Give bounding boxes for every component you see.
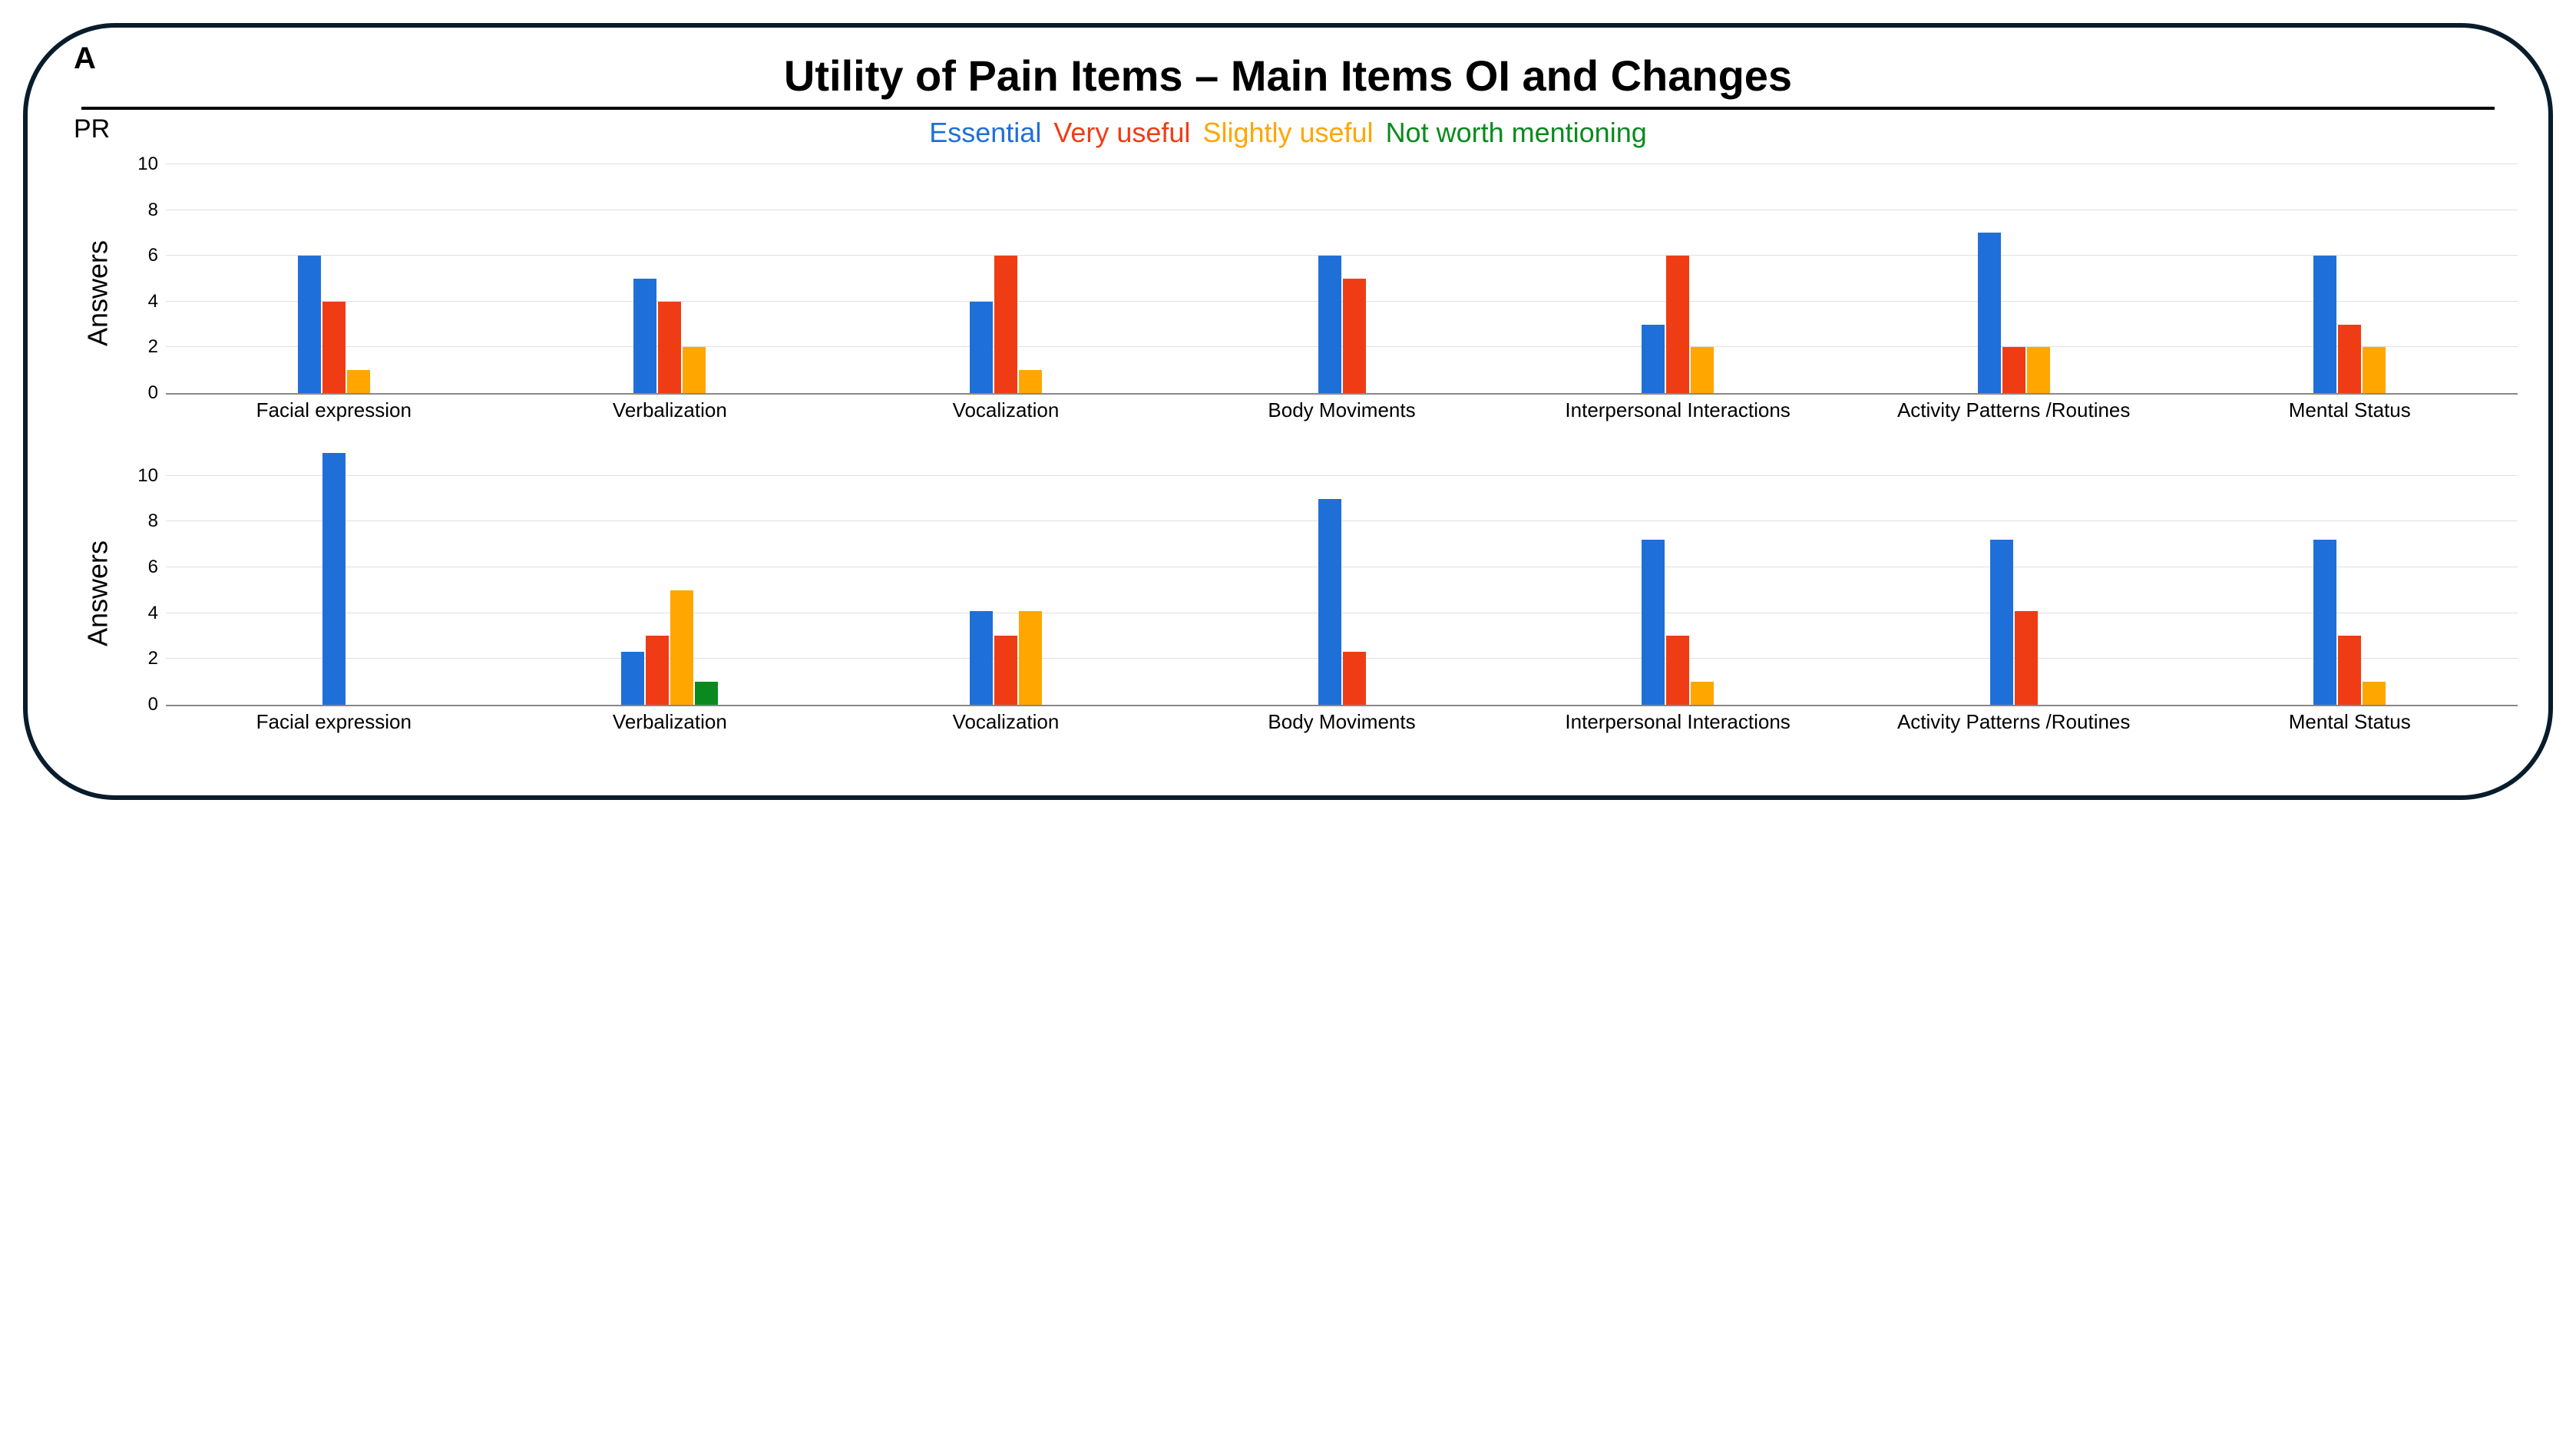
bar [1666,256,1689,393]
x-tick-label: Facial expression [166,399,502,422]
bar [1666,636,1689,704]
y-tick-label: 10 [127,465,158,487]
x-tick-label: Activity Patterns /Routines [1846,711,2182,734]
bar [2338,325,2361,393]
pr-label: PR [74,114,2518,144]
charts-container: Answers0246810Facial expressionVerbaliza… [58,164,2518,734]
y-tick-label: 6 [127,557,158,578]
x-labels: Facial expressionVerbalizationVocalizati… [166,399,2518,422]
x-tick-label: Body Moviments [1174,399,1510,422]
bar [970,302,993,393]
bar [2313,256,2336,393]
x-tick-label: Interpersonal Interactions [1510,711,1846,734]
figure-panel: A Utility of Pain Items – Main Items OI … [23,23,2553,800]
bar [1691,347,1714,393]
bar [683,347,706,393]
bar [2313,540,2336,705]
y-tick-label: 2 [127,336,158,358]
bar [2363,682,2386,705]
bar [2027,347,2050,393]
bar-group [1846,453,2182,705]
bar-group [166,164,502,393]
bar-group [1510,453,1846,705]
x-tick-label: Verbalization [502,711,838,734]
bar [1691,682,1714,705]
x-tick-label: Facial expression [166,711,502,734]
y-tick-label: 8 [127,511,158,532]
bar [322,453,346,705]
bar [658,302,681,393]
x-tick-label: Mental Status [2181,399,2518,422]
bar-groups [166,164,2518,393]
bar [1642,540,1665,705]
x-tick-label: Verbalization [502,399,838,422]
plot-area: 0246810 [166,453,2518,706]
bar [2363,347,2386,393]
chart-block-bottom: Answers0246810Facial expressionVerbaliza… [58,453,2518,734]
chart-block-top: Answers 0246810 Facial expressionVerbaliza… [58,164,2518,422]
bar-group [166,453,502,705]
bar [1642,325,1665,393]
y-axis-label: Answers [81,240,114,346]
x-tick-label: Mental Status [2181,711,2518,734]
y-axis-label: Answers [81,540,114,646]
bar [2015,611,2038,705]
bar-group [2181,453,2518,705]
bar-group [502,164,838,393]
bar [670,590,693,705]
bar [2338,636,2361,704]
bar-group [2181,164,2518,393]
plot-area: 0246810 [166,164,2518,395]
bar [2002,347,2025,393]
bar [621,652,644,705]
bar [994,256,1017,393]
bar-group [1174,453,1510,705]
bar [1343,652,1366,705]
bar-group [502,453,838,705]
panel-letter: A [74,41,96,76]
x-tick-label: Vocalization [838,399,1174,422]
x-tick-label: Interpersonal Interactions [1510,399,1846,422]
bar [994,636,1017,704]
bar [1978,233,2001,393]
bar [1019,611,1042,705]
x-tick-label: Activity Patterns /Routines [1846,399,2182,422]
y-tick-label: 2 [127,648,158,669]
y-tick-label: 4 [127,291,158,312]
bar-group [838,453,1174,705]
bar [1019,370,1042,393]
y-tick-label: 0 [127,694,158,716]
bar-group [1846,164,2182,393]
bar [1990,540,2013,705]
x-tick-label: Vocalization [838,711,1174,734]
y-tick-label: 8 [127,200,158,221]
bar [1318,499,1341,705]
x-tick-label: Body Moviments [1174,711,1510,734]
y-tick-label: 10 [127,154,158,175]
y-tick-label: 4 [127,603,158,624]
bar [298,256,321,393]
bar [322,302,346,393]
bar [347,370,370,393]
bar-groups [166,453,2518,705]
bar-group [1174,164,1510,393]
bar [1343,279,1366,393]
bar-group [1510,164,1846,393]
x-labels: Facial expressionVerbalizationVocalizati… [166,711,2518,734]
y-tick-label: 0 [127,382,158,404]
bar [1318,256,1341,393]
bar [633,279,656,393]
bar-group [838,164,1174,393]
y-tick-label: 6 [127,245,158,266]
bar [695,682,718,705]
bar [646,636,669,704]
bar [970,611,993,705]
chart-title: Utility of Pain Items – Main Items OI an… [58,51,2518,101]
title-rule [81,107,2495,110]
